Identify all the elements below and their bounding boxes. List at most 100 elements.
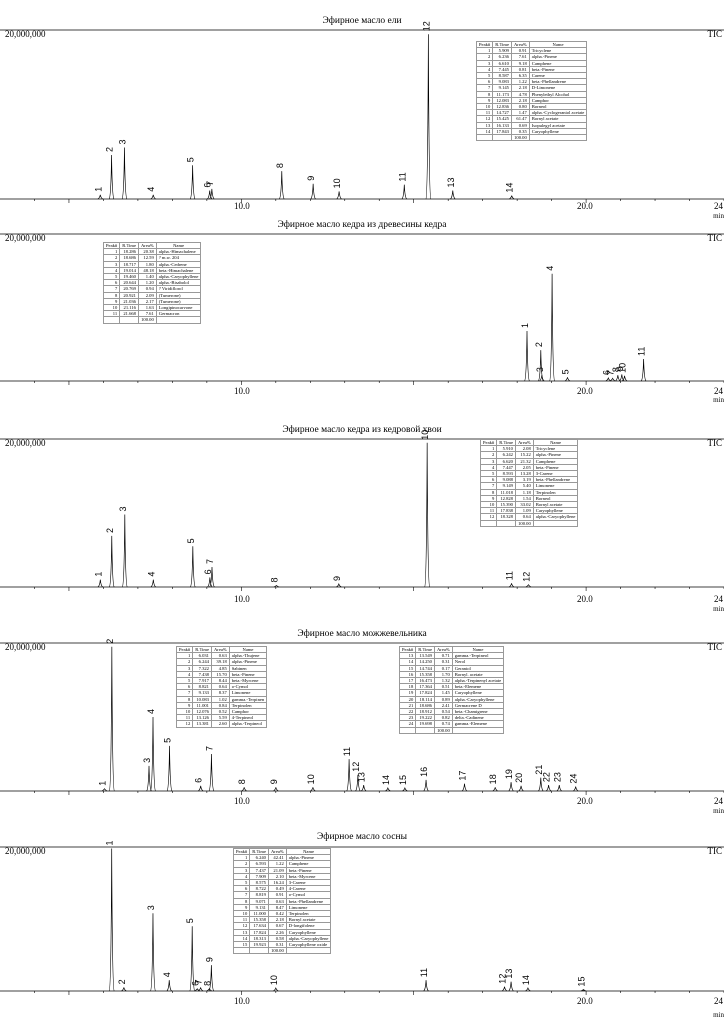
peak-5 [190, 546, 196, 588]
peak-9 [273, 787, 279, 792]
table-row: 15 14.744 0.17 Geraniol [398, 664, 505, 672]
column-header: Name [451, 645, 505, 654]
table-row: 8 10.083 1.02 gamma.-Terpinen [175, 695, 268, 703]
table-row: 14 18.313 0.58 alpha.-Caryophyllene [232, 934, 332, 943]
table-row: 9 12.083 2.18 Camphor [475, 96, 588, 105]
peak-6 [197, 785, 204, 792]
table-cell: (Tumerone) [155, 297, 202, 306]
peak-7 [208, 753, 215, 792]
table-cell [532, 519, 579, 527]
peak-label: 16 [419, 767, 429, 777]
peak-12 [525, 583, 532, 588]
chart-title: Эфирное масло можжевельника [297, 629, 427, 639]
table-cell [102, 316, 121, 324]
table-row: 11 21.668 7.61 Germacron [102, 310, 202, 318]
table-cell: Bornyl acetate [285, 916, 332, 924]
x-axis-unit: min [713, 1011, 724, 1019]
table-cell: 7 [102, 285, 121, 293]
peak-label: 21 [534, 765, 544, 775]
peak-label: 9 [306, 176, 316, 181]
table-row: 23 19.222 0.82 delta.-Cadinene [398, 714, 505, 722]
column-header: Area% [514, 438, 534, 447]
peak-14 [525, 986, 531, 992]
peak-17 [461, 783, 468, 792]
table-cell: 18.286 [119, 248, 139, 256]
peak-label: 10 [269, 975, 279, 985]
table-cell: 18.717 [119, 260, 139, 268]
peak-14 [509, 195, 515, 200]
chart-title: Эфирное масло ели [322, 16, 402, 26]
peak-1 [524, 331, 530, 382]
table-cell: Borneol [528, 103, 588, 111]
table-cell: 11 [475, 109, 494, 117]
table-total: 100.00 [510, 134, 530, 142]
table-header-row: Peak# R.Time Area% Name [232, 847, 332, 856]
x-tick-20: 20.0 [577, 594, 593, 604]
peak-5 [189, 926, 196, 992]
peak-10 [424, 442, 431, 588]
peak-label: 1 [520, 323, 530, 328]
peak-8 [273, 585, 280, 588]
table-cell: 12.828 [496, 494, 516, 503]
table-total-row: 100.00 [232, 947, 332, 955]
peak-label: 5 [163, 738, 173, 743]
table-cell: 14.727 [492, 109, 512, 117]
table-cell: D-Limonene [528, 84, 588, 92]
table-row: 2 6.236 7.61 alpha.-Pinene [475, 53, 588, 61]
table-cell: 17.824 [249, 928, 269, 936]
peak-11 [401, 184, 408, 200]
x-tick-10: 10.0 [234, 796, 250, 806]
peak-4 [150, 716, 156, 792]
table-cell: alpha.-Himachalene [155, 248, 202, 256]
peak-8 [241, 787, 247, 792]
x-axis-unit: min [713, 212, 724, 220]
table-cell: 12.836 [492, 103, 512, 111]
peak-label: 4 [146, 572, 156, 577]
peak-7 [209, 188, 215, 200]
peak-label: 7 [194, 979, 204, 984]
peak-4 [150, 579, 157, 588]
table-cell: Borneol [532, 494, 579, 503]
table-cell: Camphor [528, 96, 588, 105]
peak-4 [549, 273, 555, 382]
table-cell: Phenylethyl Alcohol [528, 90, 588, 98]
table-cell: gamma.-Terpinen [228, 695, 268, 703]
table-row: 7 9.145 2.18 D-Limonene [475, 84, 588, 92]
peak-label: 6 [194, 778, 204, 783]
peak-6 [207, 190, 213, 200]
table-row: 16 15.358 1.70 Bornyl. acetate [398, 670, 505, 679]
peak-3 [121, 514, 128, 588]
table-row: 18 17.364 0.51 beta.-Elemene [398, 683, 505, 691]
peak-label: 3 [535, 367, 545, 372]
table-cell [528, 134, 588, 142]
peak-2 [108, 646, 115, 792]
table-row: 3 7.437 21.09 beta.-Pinene [232, 866, 332, 874]
table-header-row: Peak# R.Time Area% Name [175, 645, 268, 654]
peak-8 [278, 171, 285, 200]
table-cell: beta.-Myrcene [228, 676, 268, 685]
table-cell: alpha.-Caryophyllene [155, 272, 202, 281]
peak-table-continued: Peak# R.Time Area% Name 13 13.549 0.71 gamma.-T… [398, 645, 505, 734]
table-cell: 19.698 [415, 720, 435, 728]
table-cell: 15.390 [496, 501, 516, 509]
table-cell: 21.668 [119, 310, 139, 318]
table-cell: Camphene [528, 59, 588, 67]
table-total-row: 100.00 [398, 726, 505, 734]
table-cell: 7 [479, 482, 498, 490]
peak-label: 2 [105, 147, 115, 152]
x-tick-10: 10.0 [234, 201, 250, 211]
x-axis-unit: min [713, 605, 724, 613]
table-cell: ? Viridiflorol [155, 285, 202, 293]
table-row: 1 5.910 2.08 Tricyclene [479, 445, 579, 453]
table-cell: Terpinolen [285, 910, 332, 918]
table-cell: 5 [475, 71, 494, 80]
table-cell: beta.-Pinene [228, 670, 268, 679]
table-row: 22 18.912 0.54 beta.-Chamigrene [398, 708, 505, 716]
detector-label: TIC [707, 642, 723, 652]
table-cell: Tricyclene [532, 445, 579, 453]
table-cell: 9 [102, 297, 121, 306]
table-cell: Limonene [228, 689, 268, 697]
peak-label: 8 [611, 367, 621, 372]
